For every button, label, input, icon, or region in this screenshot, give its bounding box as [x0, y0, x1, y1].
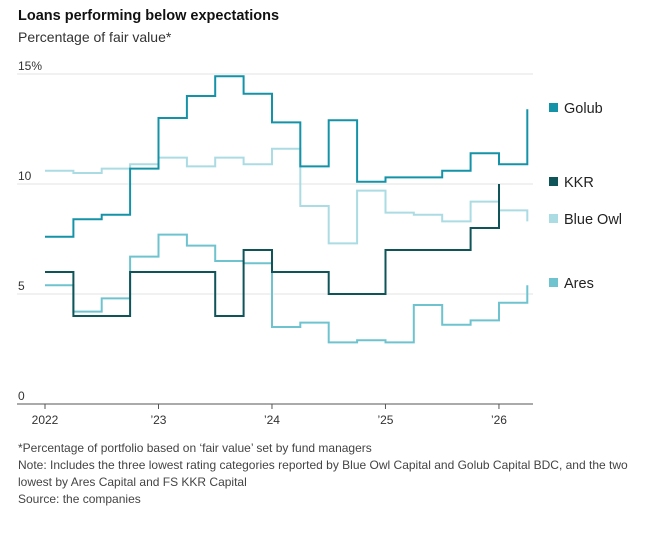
y-tick-label: 15%	[18, 59, 42, 73]
source: Source: the companies	[18, 492, 141, 506]
x-tick-label: ’26	[491, 413, 507, 427]
x-tick-label: 2022	[32, 413, 59, 427]
gridlines	[17, 73, 533, 295]
legend-swatch-blue-owl	[549, 214, 558, 223]
line-chart: 0 5 10 15% 2022 ’23 ’24 ’25 ’26 Golub KKR Blue Owl…	[17, 59, 622, 427]
legend-label-blue-owl: Blue Owl	[564, 212, 622, 228]
y-tick-label: 0	[18, 389, 25, 403]
series-lines	[45, 75, 529, 344]
x-tick-label: ’23	[150, 413, 166, 427]
series-line-golub	[45, 75, 529, 238]
legend-swatch-kkr	[549, 177, 558, 186]
legend: Golub KKR Blue Owl Ares	[549, 101, 622, 292]
chart-title: Loans performing below expectations	[18, 8, 280, 24]
legend-label-ares: Ares	[564, 276, 594, 292]
y-tick-label: 10	[18, 169, 32, 183]
x-tick-label: ’24	[264, 413, 280, 427]
legend-swatch-ares	[549, 278, 558, 287]
chart-subtitle: Percentage of fair value*	[18, 29, 172, 45]
y-tick-label: 5	[18, 279, 25, 293]
series-line-ares	[45, 233, 529, 344]
chart-notes: *Percentage of portfolio based on ‘fair …	[18, 440, 648, 508]
series-line-kkr	[45, 184, 500, 317]
x-tick-label: ’25	[377, 413, 393, 427]
note: Note: Includes the three lowest rating c…	[18, 458, 628, 489]
series-line-blue-owl	[45, 147, 529, 245]
axes: 0 5 10 15% 2022 ’23 ’24 ’25 ’26	[17, 59, 533, 427]
legend-label-kkr: KKR	[564, 175, 594, 191]
footnote: *Percentage of portfolio based on ‘fair …	[18, 441, 372, 455]
legend-label-golub: Golub	[564, 101, 603, 117]
legend-swatch-golub	[549, 103, 558, 112]
